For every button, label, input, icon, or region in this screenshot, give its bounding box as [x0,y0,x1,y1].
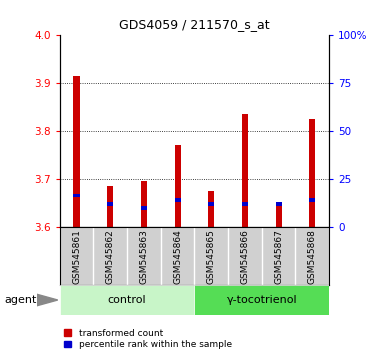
Text: control: control [108,295,146,305]
Bar [276,202,282,206]
Bar [242,114,248,227]
Text: GSM545867: GSM545867 [274,229,283,284]
Bar [74,76,80,227]
Bar [107,202,113,206]
Text: GSM545868: GSM545868 [308,229,317,284]
Text: GSM545866: GSM545866 [241,229,249,284]
Bar [208,202,214,206]
Bar [276,205,282,227]
Text: GSM545863: GSM545863 [139,229,148,284]
Bar [242,202,248,206]
Bar [208,191,214,227]
Text: GSM545862: GSM545862 [106,229,115,284]
Bar [194,285,329,315]
Title: GDS4059 / 211570_s_at: GDS4059 / 211570_s_at [119,18,270,32]
Text: agent: agent [5,295,37,305]
Text: GSM545861: GSM545861 [72,229,81,284]
Bar [174,145,181,227]
Text: GSM545865: GSM545865 [207,229,216,284]
Bar [309,198,315,202]
Text: GSM545864: GSM545864 [173,229,182,284]
Polygon shape [37,294,58,306]
Text: γ-tocotrienol: γ-tocotrienol [226,295,297,305]
Bar [141,181,147,227]
Bar [74,194,80,198]
Bar [174,198,181,202]
Bar [60,285,194,315]
Bar [141,206,147,210]
Legend: transformed count, percentile rank within the sample: transformed count, percentile rank withi… [64,329,232,349]
Bar [309,119,315,227]
Bar [107,186,113,227]
